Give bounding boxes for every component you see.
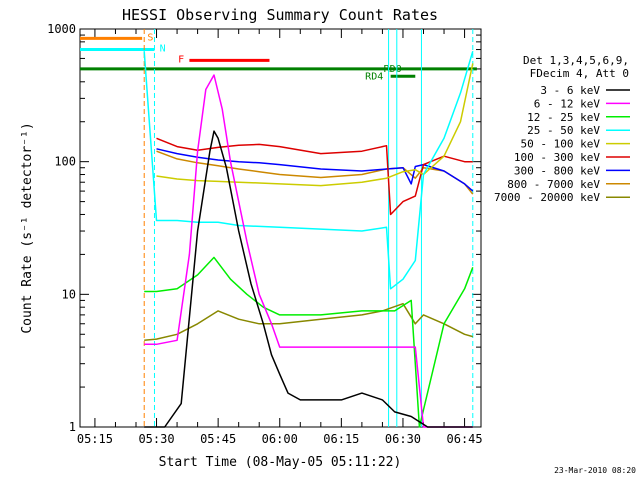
series-line-3 — [143, 50, 474, 290]
series-line-1 — [144, 74, 473, 428]
legend-entry-label: 7000 - 20000 keV — [494, 191, 600, 204]
time-markers — [143, 29, 474, 427]
flag-label-rd0: RD0 — [384, 64, 402, 75]
legend-entry-label: 6 - 12 keV — [534, 97, 601, 110]
legend-entry-label: 50 - 100 keV — [521, 138, 601, 151]
y-tick-label: 1000 — [47, 22, 76, 36]
series-line-6 — [156, 148, 474, 192]
series-line-4 — [156, 63, 474, 187]
x-axis-label: Start Time (08-May-05 05:11:22) — [159, 455, 402, 470]
y-tick-label: 1 — [69, 420, 76, 434]
legend-entry-label: 3 - 6 keV — [540, 84, 600, 97]
flag-label-n: N — [160, 44, 166, 55]
flag-label-s: S — [147, 32, 153, 43]
legend-header-line: Det 1,3,4,5,6,9, — [523, 54, 629, 67]
series-line-0 — [144, 130, 473, 428]
legend-entry-label: 800 - 7000 keV — [507, 178, 600, 191]
legend-entry-label: 25 - 50 keV — [527, 124, 600, 137]
y-tick-label: 10 — [62, 287, 76, 301]
chart-title: HESSI Observing Summary Count Rates — [122, 6, 438, 24]
legend-entry-label: 100 - 300 keV — [514, 151, 600, 164]
x-tick-label: 05:30 — [138, 432, 174, 446]
flag-label-f: F — [178, 54, 184, 65]
x-tick-label: 06:30 — [385, 432, 421, 446]
flag-label-rd4: RD4 — [365, 71, 383, 82]
axis-ticks — [80, 28, 481, 428]
x-tick-label: 05:45 — [200, 432, 236, 446]
plot-frame — [79, 28, 482, 428]
legend-header-line: FDecim 4, Att 0 — [530, 67, 629, 80]
legend-entry-label: 300 - 800 keV — [514, 164, 600, 177]
plot-timestamp: 23-Mar-2010 08:20 — [554, 466, 636, 475]
legend-entry-label: 12 - 25 keV — [527, 111, 600, 124]
series-line-8 — [144, 302, 474, 342]
tick-labels: 1 10 100 1000 05:15 05:30 05:45 06:00 06:15 06:30… — [47, 22, 483, 446]
y-axis-label: Count Rate (s⁻¹ detector⁻¹) — [20, 122, 35, 333]
x-tick-label: 05:15 — [77, 432, 113, 446]
y-tick-label: 100 — [54, 155, 76, 169]
series-line-2 — [144, 256, 474, 428]
x-tick-label: 06:15 — [323, 432, 359, 446]
x-tick-label: 06:00 — [262, 432, 298, 446]
data-series — [143, 50, 474, 428]
legend: Det 1,3,4,5,6,9,FDecim 4, Att 0 3 - 6 keV… — [494, 54, 630, 204]
x-tick-label: 06:45 — [447, 432, 483, 446]
